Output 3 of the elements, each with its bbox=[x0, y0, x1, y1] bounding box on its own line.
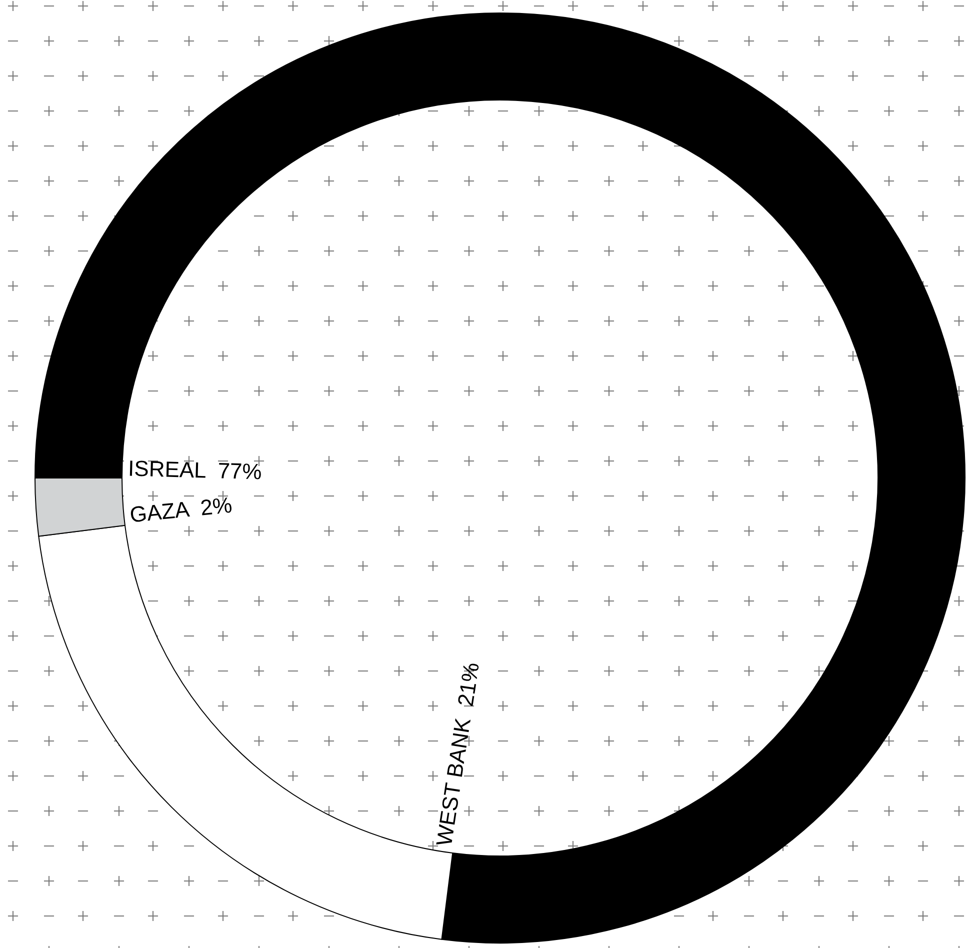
slice-label: GAZA 2% bbox=[128, 492, 234, 528]
slice-label: ISREAL 77% bbox=[128, 456, 262, 484]
slice-label: WEST BANK 21% bbox=[431, 660, 484, 848]
